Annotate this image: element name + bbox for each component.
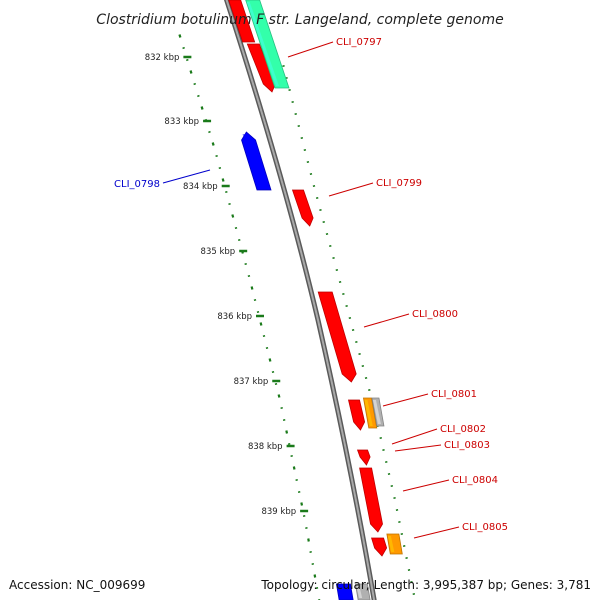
tick-dot xyxy=(277,394,281,398)
gene-label-text[interactable]: CLI_0803 xyxy=(444,440,490,451)
gene-label-text[interactable]: CLI_0801 xyxy=(431,389,477,400)
feature-highlight xyxy=(358,452,365,455)
gene-label-text[interactable]: CLI_0804 xyxy=(452,475,498,486)
backbone-line xyxy=(225,0,376,600)
feature-highlight xyxy=(372,540,379,546)
feature-highlight xyxy=(293,192,307,216)
gene-label-cli_0802[interactable]: CLI_0802 xyxy=(391,424,486,445)
feature-highlight xyxy=(372,400,381,424)
tick-dot xyxy=(221,178,225,182)
feature-misc_orange xyxy=(386,533,403,555)
kbp-label: 835 kbp xyxy=(201,247,236,257)
tick-dot xyxy=(307,538,310,542)
feature-highlight xyxy=(387,536,395,552)
map-title: Clostridium botulinum F str. Langeland, … xyxy=(96,12,503,28)
feature-forward_gene xyxy=(291,189,314,227)
outer-tick-ring xyxy=(282,64,416,595)
gene-label-cli_0799[interactable]: CLI_0799 xyxy=(328,178,422,197)
gene-features xyxy=(228,0,403,600)
leader-line xyxy=(328,182,374,197)
feature-highlight xyxy=(349,402,358,420)
feature-highlight xyxy=(248,46,268,82)
feature-highlight xyxy=(356,586,363,598)
backbone-shadow xyxy=(223,0,377,600)
kbp-label: 839 kbp xyxy=(261,507,296,517)
feature-rrna xyxy=(245,0,290,89)
leader-line xyxy=(394,444,442,452)
gene-label-cli_0798[interactable]: CLI_0798 xyxy=(114,169,211,190)
kbp-label: 833 kbp xyxy=(164,117,199,127)
feature-highlight xyxy=(242,134,261,180)
feature-misc_orange xyxy=(362,397,378,429)
gene-labels: CLI_0797 CLI_0798 CLI_0799 CLI_0800 CLI_0801… xyxy=(114,37,508,539)
tick-dot xyxy=(189,70,193,74)
gene-label-cli_0801[interactable]: CLI_0801 xyxy=(382,389,477,407)
gene-label-text[interactable]: CLI_0805 xyxy=(462,522,508,533)
feature-forward_gene xyxy=(356,449,371,466)
gene-label-text[interactable]: CLI_0800 xyxy=(412,309,458,320)
gene-label-cli_0800[interactable]: CLI_0800 xyxy=(363,309,458,328)
feature-misc_gray xyxy=(371,397,385,427)
feature-highlight xyxy=(229,2,247,40)
tick-dot xyxy=(250,286,254,290)
feature-highlight xyxy=(360,470,375,522)
leader-line xyxy=(382,393,429,407)
tick-dot xyxy=(178,34,182,38)
gene-label-text[interactable]: CLI_0802 xyxy=(440,424,486,435)
accession-text: Accession: NC_009699 xyxy=(9,578,146,592)
tick-dot xyxy=(211,142,215,146)
gene-label-cli_0804[interactable]: CLI_0804 xyxy=(402,475,498,492)
gene-label-cli_0797[interactable]: CLI_0797 xyxy=(287,37,382,58)
leader-line xyxy=(162,169,211,184)
leader-line xyxy=(363,313,410,328)
gene-label-text[interactable]: CLI_0799 xyxy=(376,178,422,189)
tick-dot xyxy=(200,106,204,110)
feature-highlight xyxy=(319,294,347,372)
gene-label-text[interactable]: CLI_0798 xyxy=(114,179,160,190)
feature-reverse_gene xyxy=(241,131,272,191)
feature-forward_gene xyxy=(359,467,383,533)
kbp-label: 836 kbp xyxy=(217,312,252,322)
tick-dot xyxy=(300,502,304,506)
leader-line xyxy=(287,41,334,58)
kbp-label: 832 kbp xyxy=(145,53,180,63)
kbp-label: 834 kbp xyxy=(183,182,218,192)
feature-forward_gene xyxy=(246,43,276,93)
kbp-label: 838 kbp xyxy=(248,442,283,452)
tick-dot xyxy=(259,322,263,326)
feature-highlight xyxy=(337,586,344,598)
inner-tick-ring xyxy=(178,34,321,600)
leader-line xyxy=(413,526,460,539)
gene-label-cli_0803[interactable]: CLI_0803 xyxy=(394,440,490,452)
feature-highlight xyxy=(246,2,279,86)
feature-forward_gene xyxy=(347,399,366,431)
gene-label-text[interactable]: CLI_0797 xyxy=(336,37,382,48)
feature-forward_gene xyxy=(371,537,388,557)
feature-forward_gene xyxy=(317,291,357,383)
feature-highlight xyxy=(364,400,373,426)
tick-dot xyxy=(268,358,272,362)
tick-marks: 832 kbp 833 kbp 834 kbp 835 kbp 836 kbp 837 k… xyxy=(145,34,416,600)
leader-line xyxy=(391,428,438,445)
kbp-label: 837 kbp xyxy=(234,377,269,387)
tick-dot xyxy=(292,466,296,470)
genome-backbone xyxy=(223,0,377,600)
tick-dot xyxy=(313,574,317,578)
feature-forward_gene xyxy=(228,0,256,43)
feature-misc_gray xyxy=(354,583,371,600)
leader-line xyxy=(402,479,450,492)
feature-reverse_gene xyxy=(335,583,354,600)
tick-dot xyxy=(285,430,289,434)
gene-label-cli_0805[interactable]: CLI_0805 xyxy=(413,522,508,539)
topology-text: Topology: circular; Length: 3,995,387 bp… xyxy=(261,578,591,592)
tick-dot xyxy=(231,214,235,218)
